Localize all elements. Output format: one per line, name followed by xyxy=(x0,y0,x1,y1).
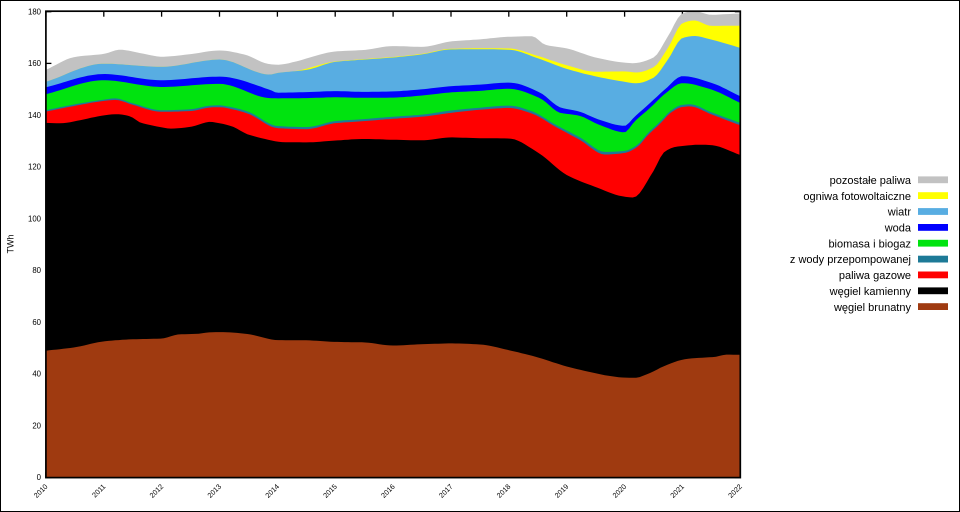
svg-text:pozostałe paliwa: pozostałe paliwa xyxy=(830,175,912,187)
svg-text:0: 0 xyxy=(37,473,42,482)
svg-text:140: 140 xyxy=(28,111,42,120)
svg-text:60: 60 xyxy=(32,318,41,327)
svg-text:biomasa i biogaz: biomasa i biogaz xyxy=(828,238,911,250)
svg-text:TWh: TWh xyxy=(6,235,16,254)
svg-text:węgiel kamienny: węgiel kamienny xyxy=(829,286,912,298)
svg-text:woda: woda xyxy=(884,223,912,235)
svg-text:wiatr: wiatr xyxy=(887,207,912,219)
svg-text:paliwa gazowe: paliwa gazowe xyxy=(839,270,911,282)
svg-text:100: 100 xyxy=(28,214,42,223)
svg-text:80: 80 xyxy=(32,266,41,275)
svg-text:z wody przepompowanej: z wody przepompowanej xyxy=(790,254,911,266)
svg-text:ogniwa fotowoltaiczne: ogniwa fotowoltaiczne xyxy=(803,191,911,203)
svg-text:węgiel brunatny: węgiel brunatny xyxy=(833,302,912,314)
svg-text:20: 20 xyxy=(32,421,41,430)
svg-text:180: 180 xyxy=(28,7,42,16)
svg-text:120: 120 xyxy=(28,163,42,172)
svg-text:40: 40 xyxy=(32,370,41,379)
svg-text:160: 160 xyxy=(28,59,42,68)
